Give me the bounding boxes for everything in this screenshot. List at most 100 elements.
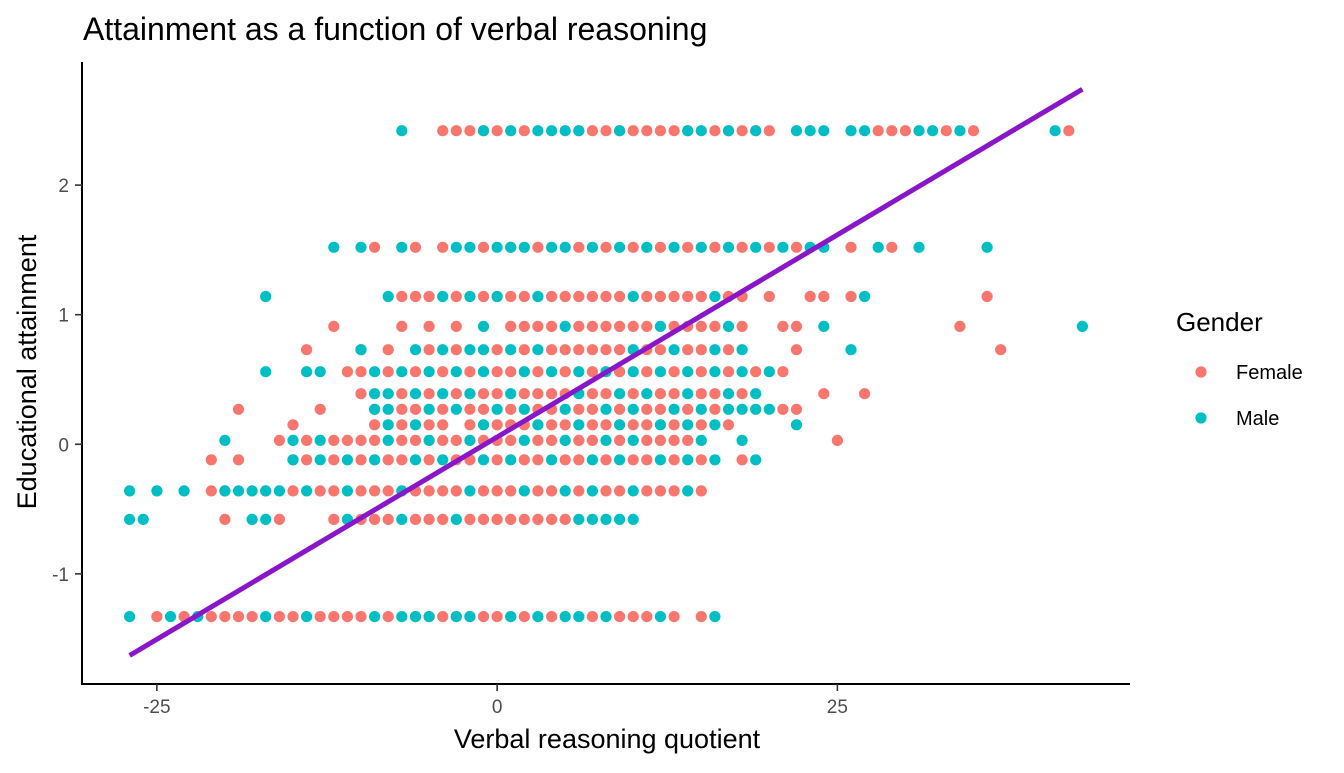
point-female xyxy=(314,611,326,623)
point-male xyxy=(927,125,939,137)
point-male xyxy=(709,344,721,356)
point-male xyxy=(614,419,626,431)
point-female xyxy=(450,434,462,446)
points-layer xyxy=(124,125,1088,623)
point-female xyxy=(273,513,285,526)
chart-title: Attainment as a function of verbal reaso… xyxy=(83,11,707,47)
y-axis-title: Educational attainment xyxy=(12,234,42,509)
point-female xyxy=(668,290,680,303)
point-female xyxy=(205,611,217,623)
point-male xyxy=(246,513,258,526)
point-female xyxy=(423,344,435,356)
point-female xyxy=(491,366,503,378)
point-female xyxy=(627,454,639,466)
point-female xyxy=(586,611,599,623)
point-female xyxy=(328,611,340,623)
point-male xyxy=(627,290,639,303)
series-female xyxy=(151,125,1075,623)
point-male xyxy=(450,611,462,623)
point-female xyxy=(423,320,435,332)
point-male xyxy=(818,320,830,332)
point-female xyxy=(409,366,422,378)
point-male xyxy=(382,419,394,431)
point-female xyxy=(600,344,612,356)
point-female xyxy=(464,403,476,415)
point-male xyxy=(682,125,694,137)
point-female xyxy=(695,388,707,400)
point-female xyxy=(559,366,571,378)
point-male xyxy=(1076,320,1088,332)
point-male xyxy=(518,434,530,446)
point-male xyxy=(464,485,476,497)
point-male xyxy=(477,125,490,137)
point-male xyxy=(423,611,435,623)
point-female xyxy=(709,125,721,137)
point-female xyxy=(586,125,599,137)
point-female xyxy=(532,320,544,332)
point-male xyxy=(668,241,680,253)
point-female xyxy=(614,366,626,378)
point-female xyxy=(573,485,585,497)
point-male xyxy=(559,320,571,332)
point-female xyxy=(382,513,394,526)
point-male xyxy=(396,366,408,378)
point-male xyxy=(654,366,667,378)
point-male xyxy=(573,366,585,378)
point-female xyxy=(437,485,449,497)
point-female xyxy=(573,434,585,446)
point-female xyxy=(777,366,789,378)
point-female xyxy=(709,241,721,253)
point-male xyxy=(695,434,707,446)
point-female xyxy=(586,434,599,446)
point-male xyxy=(750,125,762,137)
point-female xyxy=(382,611,394,623)
point-male xyxy=(246,485,258,497)
point-male xyxy=(382,388,394,400)
point-female xyxy=(423,513,435,526)
point-female xyxy=(477,485,490,497)
point-female xyxy=(641,366,653,378)
point-female xyxy=(219,611,231,623)
point-female xyxy=(559,419,571,431)
point-female xyxy=(409,403,422,415)
point-male xyxy=(437,290,449,303)
point-female xyxy=(790,241,803,253)
point-female xyxy=(518,454,530,466)
point-female xyxy=(491,344,503,356)
point-female xyxy=(382,485,394,497)
point-female xyxy=(382,344,394,356)
point-male xyxy=(260,611,272,623)
point-female xyxy=(559,454,571,466)
point-male xyxy=(750,403,762,415)
point-female xyxy=(423,388,435,400)
point-female xyxy=(477,611,490,623)
point-female xyxy=(614,611,626,623)
point-female xyxy=(423,419,435,431)
point-male xyxy=(450,366,462,378)
point-female xyxy=(464,125,476,137)
point-female xyxy=(369,513,381,526)
point-male xyxy=(695,403,707,415)
point-male xyxy=(505,454,517,466)
point-male xyxy=(559,434,571,446)
point-female xyxy=(559,290,571,303)
point-male xyxy=(464,611,476,623)
point-male xyxy=(695,125,707,137)
point-male xyxy=(505,125,517,137)
point-male xyxy=(369,388,381,400)
point-female xyxy=(301,434,313,446)
point-male xyxy=(437,388,449,400)
point-female xyxy=(654,434,667,446)
point-male xyxy=(573,513,585,526)
point-male xyxy=(409,454,422,466)
point-female xyxy=(518,344,530,356)
point-female xyxy=(641,485,653,497)
point-female xyxy=(491,611,503,623)
point-male xyxy=(178,485,190,497)
point-female xyxy=(777,403,789,415)
point-female xyxy=(614,320,626,332)
point-female xyxy=(627,419,639,431)
point-female xyxy=(600,241,612,253)
point-female xyxy=(491,485,503,497)
point-female xyxy=(491,454,503,466)
